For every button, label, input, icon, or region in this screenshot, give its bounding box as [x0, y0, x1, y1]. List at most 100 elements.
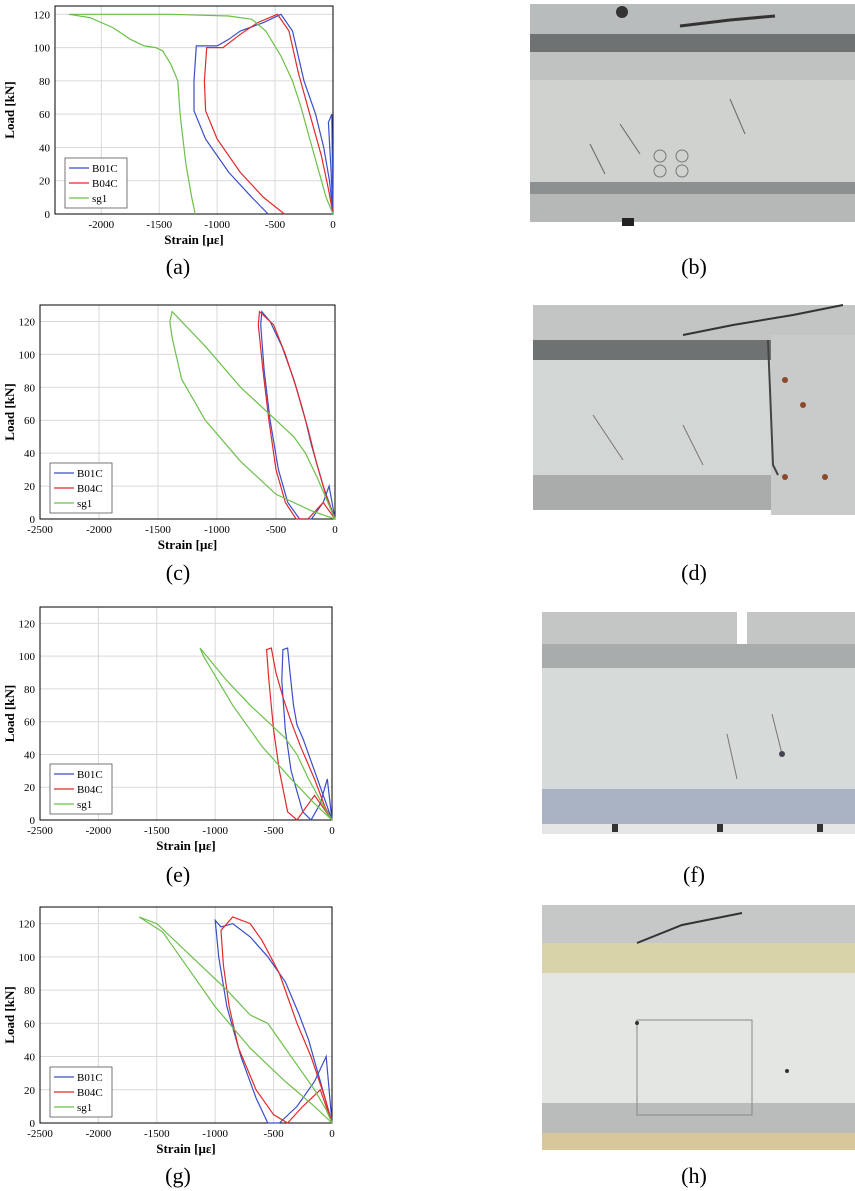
y-axis-label: Load [kN]	[2, 685, 17, 742]
y-tick-label: 120	[19, 919, 36, 931]
caption-e: (e)	[165, 862, 191, 887]
legend-label-b01c: B01C	[77, 769, 103, 781]
x-tick-label: 0	[330, 219, 336, 231]
series-line-sg1	[169, 310, 336, 520]
series-line-b04c	[203, 13, 334, 215]
plot-frame	[39, 606, 333, 821]
x-tick-label: -2000	[86, 524, 112, 536]
x-tick-label: -1500	[144, 825, 170, 837]
y-tick-label: 40	[24, 1052, 36, 1064]
strain-load-chart-e: -2500 -2000 -1500 -1000 -500 0 0 20 40 60 80 100 120…	[2, 606, 335, 853]
series-line-b01c	[281, 647, 333, 821]
y-tick-label: 60	[24, 415, 36, 427]
x-tick-label: -2000	[86, 1128, 112, 1140]
y-tick-label: 20	[39, 176, 51, 188]
legend-label-b04c: B04C	[92, 178, 118, 190]
y-tick-label: 20	[24, 481, 36, 493]
y-tick-label: 0	[30, 514, 36, 526]
x-tick-label: -1000	[204, 219, 230, 231]
x-tick-label: -500	[266, 524, 287, 536]
legend-label-sg1: sg1	[77, 498, 92, 510]
legend-label-b04c: B04C	[77, 483, 103, 495]
x-axis-label: Strain [με]	[156, 838, 216, 853]
legend-label-b04c: B04C	[77, 784, 103, 796]
y-tick-label: 20	[24, 1085, 36, 1097]
chart-panel-g: -2500 -2000 -1500 -1000 -500 0 0 20 40 60 80 100 120…	[0, 904, 340, 1162]
x-tick-label: -1000	[202, 1128, 228, 1140]
series-line-b04c	[220, 916, 333, 1124]
plot-frame	[39, 906, 333, 1124]
y-tick-label: 60	[24, 717, 36, 729]
x-axis-label: Strain [με]	[158, 537, 218, 552]
y-tick-label: 40	[24, 448, 36, 460]
chart-panel-e: -2500 -2000 -1500 -1000 -500 0 0 20 40 60 80 100 120…	[0, 602, 340, 857]
y-tick-label: 0	[45, 209, 51, 221]
legend-label-b01c: B01C	[77, 468, 103, 480]
plot-frame	[54, 5, 334, 215]
x-axis-label: Strain [με]	[156, 1141, 216, 1156]
x-tick-label: -2500	[27, 825, 53, 837]
series-line-sg1	[68, 13, 334, 215]
caption-c: (c)	[165, 560, 191, 585]
series-line-sg1	[138, 916, 333, 1124]
y-tick-label: 40	[39, 142, 51, 154]
y-axis-label: Load [kN]	[2, 81, 17, 138]
y-tick-label: 100	[34, 43, 51, 55]
x-tick-label: -1000	[202, 825, 228, 837]
x-tick-label: 0	[329, 825, 335, 837]
y-tick-label: 80	[24, 684, 36, 696]
y-tick-label: 40	[24, 749, 36, 761]
strain-load-chart-g: -2500 -2000 -1500 -1000 -500 0 0 20 40 60 80 100 120…	[2, 906, 335, 1156]
x-axis-label: Strain [με]	[164, 232, 224, 247]
series-line-b04c	[265, 647, 333, 821]
x-tick-label: -2500	[27, 524, 53, 536]
series-line-b04c	[257, 310, 336, 520]
y-tick-label: 100	[19, 952, 36, 964]
series-line-b01c	[193, 13, 334, 215]
legend-label-b01c: B01C	[77, 1072, 103, 1084]
strain-load-chart-a: -2000 -1500 -1000 -500 0 0 20 40 60 80 100 120 Strai…	[2, 5, 336, 247]
y-tick-label: 80	[39, 76, 51, 88]
y-tick-label: 120	[34, 9, 51, 21]
beam-photo-f	[542, 604, 855, 840]
caption-h: (h)	[681, 1163, 707, 1188]
y-tick-label: 60	[39, 109, 51, 121]
x-tick-label: -2500	[27, 1128, 53, 1140]
series-line-sg1	[199, 647, 333, 821]
caption-d: (d)	[681, 560, 707, 585]
y-tick-label: 60	[24, 1018, 36, 1030]
caption-f: (f)	[683, 862, 705, 887]
legend-label-sg1: sg1	[92, 193, 107, 205]
y-tick-label: 120	[19, 618, 36, 630]
x-tick-label: -1500	[145, 524, 171, 536]
beam-photo-d	[533, 295, 855, 520]
x-tick-label: -500	[264, 825, 285, 837]
x-tick-label: -1000	[204, 524, 230, 536]
x-tick-label: -2000	[88, 219, 114, 231]
legend-label-sg1: sg1	[77, 1102, 92, 1114]
caption-b: (b)	[681, 254, 707, 279]
x-tick-label: -1500	[144, 1128, 170, 1140]
series-line-b01c	[214, 918, 333, 1124]
x-tick-label: -1500	[146, 219, 172, 231]
strain-load-chart-c: -2500 -2000 -1500 -1000 -500 0 0 20 40 60 80 100 120…	[2, 304, 338, 552]
y-axis-label: Load [kN]	[2, 383, 17, 440]
beam-photo-h	[542, 905, 855, 1150]
x-tick-label: 0	[329, 1128, 335, 1140]
x-tick-label: 0	[332, 524, 338, 536]
y-tick-label: 80	[24, 985, 36, 997]
caption-a: (a)	[165, 254, 191, 279]
y-tick-label: 0	[30, 815, 36, 827]
x-tick-label: -500	[264, 1128, 285, 1140]
y-tick-label: 80	[24, 382, 36, 394]
y-tick-label: 100	[19, 651, 36, 663]
x-tick-label: -500	[265, 219, 286, 231]
legend-label-sg1: sg1	[77, 799, 92, 811]
chart-panel-a: -2000 -1500 -1000 -500 0 0 20 40 60 80 100 120 Strai…	[0, 0, 340, 250]
y-axis-label: Load [kN]	[2, 986, 17, 1043]
beam-photo-b	[530, 4, 855, 232]
y-tick-label: 100	[19, 349, 36, 361]
legend-label-b01c: B01C	[92, 163, 118, 175]
y-tick-label: 0	[30, 1118, 36, 1130]
caption-g: (g)	[165, 1163, 191, 1188]
